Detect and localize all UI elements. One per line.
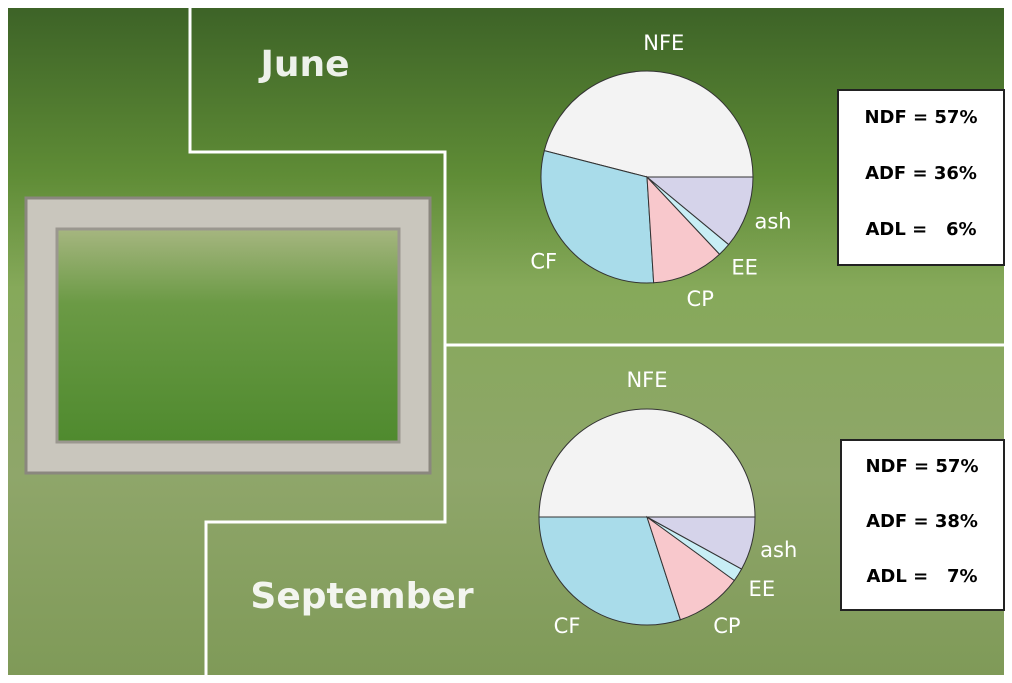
pie-slice [646,175,721,284]
annotation: NDF = 57% [865,456,978,477]
annotation: ADF = 36% [865,163,977,184]
slice-label: CP [687,287,714,311]
annotation: NDF = 57% [864,107,977,128]
pie-slice [540,150,655,284]
slice-label: NFE [643,31,684,55]
slice-label: CF [554,614,581,638]
slice-label: ash [760,538,797,562]
slice-label: CP [713,614,740,638]
divider-line [188,8,1004,347]
divider-line [204,345,447,675]
inset-photo [55,227,401,444]
pie-slice [646,516,756,570]
slice-label: EE [731,256,758,280]
pie-slice [538,408,756,518]
annotation: ADL = 7% [866,566,977,587]
slice-label: CF [530,249,557,273]
slice-label: NFE [626,368,667,392]
annotation: ADL = 6% [865,219,976,240]
slice-label: ash [755,209,792,233]
slice-label: EE [749,577,776,601]
pie-slice [645,176,754,246]
pie-slice [538,516,682,626]
annotation-box [837,89,1005,266]
annotation-box [840,439,1005,611]
chart-title: September [250,576,473,617]
annotation: ADF = 38% [866,511,978,532]
chart-title: June [257,44,349,85]
pie-slice [543,70,754,178]
